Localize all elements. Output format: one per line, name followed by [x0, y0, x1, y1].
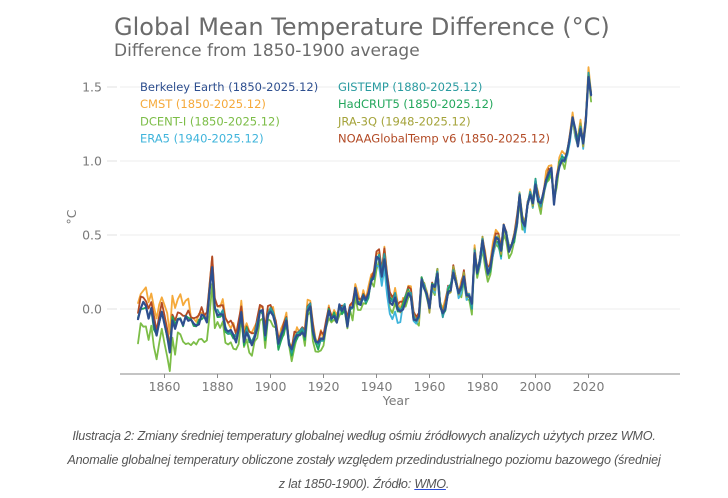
series-lines — [136, 66, 593, 373]
y-tick-label: 0.0 — [82, 302, 102, 317]
legend-entry: ERA5 (1940-2025.12) — [140, 132, 264, 146]
legend-entry: DCENT-I (1850-2025.12) — [140, 114, 280, 128]
chart-title: Global Mean Temperature Difference (°C) — [114, 13, 610, 41]
series-line-berkeley-earth — [136, 75, 593, 354]
y-axis-label: °C — [64, 209, 79, 224]
x-tick-label: 1880 — [202, 379, 234, 394]
caption-line-2: Anomalie globalnej temperatury obliczone… — [67, 453, 661, 467]
x-tick-label: 1900 — [255, 379, 287, 394]
temperature-chart: Global Mean Temperature Difference (°C) … — [64, 13, 680, 408]
legend-entry: GISTEMP (1880-2025.12) — [338, 80, 482, 94]
x-axis: 1860 1880 1900 1920 1940 1960 1980 2000 2020 — [120, 373, 680, 394]
x-tick-label: 1980 — [467, 379, 499, 394]
caption-line-3: z lat 1850-1900). Źródło: WMO. — [0, 472, 728, 496]
caption-line-1: Ilustracja 2: Zmiany średniej temperatur… — [72, 429, 656, 443]
legend-entry: Berkeley Earth (1850-2025.12) — [140, 80, 318, 94]
chart-svg: Global Mean Temperature Difference (°C) … — [64, 13, 680, 408]
legend-entry: HadCRUT5 (1850-2025.12) — [338, 97, 493, 111]
x-tick-label: 1860 — [149, 379, 181, 394]
figure-caption: Ilustracja 2: Zmiany średniej temperatur… — [0, 424, 728, 496]
x-tick-label: 2000 — [520, 379, 552, 394]
y-tick-label: 1.5 — [82, 80, 102, 95]
x-tick-label: 1940 — [361, 379, 393, 394]
x-tick-label: 2020 — [573, 379, 605, 394]
legend-entry: CMST (1850-2025.12) — [140, 97, 266, 111]
wmo-source-link[interactable]: WMO — [414, 477, 446, 491]
x-axis-label: Year — [382, 393, 410, 408]
x-tick-label: 1960 — [414, 379, 446, 394]
x-tick-label: 1920 — [308, 379, 340, 394]
legend: Berkeley Earth (1850-2025.12) CMST (1850-… — [140, 80, 550, 146]
caption-line-3-prefix: z lat 1850-1900). Źródło: — [278, 477, 415, 491]
caption-line-3-suffix: . — [445, 477, 450, 491]
chart-subtitle: Difference from 1850-1900 average — [114, 41, 420, 61]
legend-entry: JRA-3Q (1948-2025.12) — [337, 114, 471, 128]
y-tick-label: 1.0 — [82, 154, 102, 169]
y-axis: 0.0 0.5 1.0 1.5 — [82, 80, 117, 317]
y-tick-label: 0.5 — [82, 228, 102, 243]
legend-entry: NOAAGlobalTemp v6 (1850-2025.12) — [338, 132, 550, 146]
